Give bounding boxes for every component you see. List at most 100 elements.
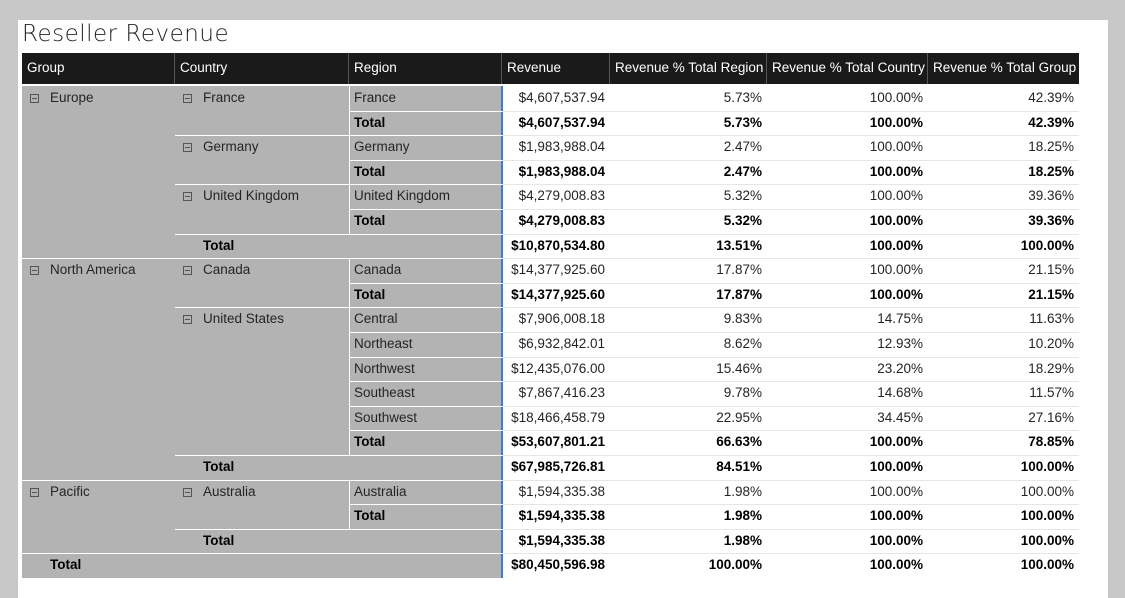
cell-separator bbox=[349, 332, 350, 357]
collapse-button[interactable] bbox=[183, 315, 192, 325]
collapse-button[interactable] bbox=[30, 487, 39, 497]
matrix-visual: Reseller Revenue Group Country Region Reven… bbox=[18, 20, 1108, 598]
row-header-cell: Australia bbox=[354, 483, 407, 499]
row-header-cell: United States bbox=[203, 311, 285, 327]
value-cell: 9.78% bbox=[723, 385, 762, 401]
value-cell: 22.95% bbox=[716, 409, 762, 425]
cell-separator bbox=[349, 381, 350, 406]
row-separator bbox=[349, 332, 502, 333]
cell-separator bbox=[349, 307, 350, 332]
row-header-cell: United Kingdom bbox=[203, 188, 300, 204]
value-cell: 21.15% bbox=[1028, 286, 1074, 302]
row-separator bbox=[502, 282, 1079, 284]
collapse-button[interactable] bbox=[183, 143, 192, 153]
row-separator bbox=[22, 258, 502, 260]
row-header-cell: Germany bbox=[203, 139, 259, 155]
row-separator bbox=[502, 159, 1079, 161]
value-cell: $53,607,801.21 bbox=[511, 434, 605, 450]
value-cell: 5.73% bbox=[723, 90, 762, 105]
row-header-cell: Southwest bbox=[354, 409, 418, 425]
row-separator bbox=[502, 455, 1079, 456]
value-cell: 14.68% bbox=[877, 385, 923, 401]
value-cell: $1,594,335.38 bbox=[518, 532, 605, 548]
value-cell: 100.00% bbox=[1020, 557, 1074, 573]
value-cell: $7,906,008.18 bbox=[518, 311, 605, 327]
row-header-cell: France bbox=[354, 90, 397, 105]
value-cell: $10,870,534.80 bbox=[511, 237, 605, 253]
value-cell: 34.45% bbox=[877, 409, 923, 425]
value-cell: 2.47% bbox=[723, 139, 762, 155]
row-separator bbox=[22, 553, 502, 555]
value-cell: 12.93% bbox=[877, 336, 923, 351]
row-separator bbox=[502, 110, 1079, 112]
row-separator bbox=[502, 307, 1079, 309]
value-cell: $12,435,076.00 bbox=[511, 360, 605, 376]
value-cell: 100.00% bbox=[869, 434, 923, 450]
row-separator bbox=[502, 184, 1079, 186]
row-separator bbox=[349, 381, 502, 383]
row-header-cell: United Kingdom bbox=[354, 188, 451, 204]
row-header-cell: France bbox=[203, 90, 246, 105]
row-separator bbox=[502, 553, 1079, 555]
value-cell: 39.36% bbox=[1028, 213, 1074, 228]
collapse-button[interactable] bbox=[183, 266, 192, 276]
value-cell: 100.00% bbox=[1020, 483, 1074, 499]
row-separator bbox=[349, 110, 502, 112]
row-header-cell: Total bbox=[354, 434, 386, 450]
cell-separator bbox=[349, 430, 350, 455]
value-cell: $4,607,537.94 bbox=[518, 114, 605, 130]
value-cell: $6,932,842.01 bbox=[518, 336, 605, 351]
value-cell: $4,279,008.83 bbox=[518, 213, 605, 228]
value-cell: 100.00% bbox=[869, 557, 923, 573]
value-cell: 100.00% bbox=[1020, 508, 1074, 524]
row-header-cell: Canada bbox=[354, 262, 402, 278]
cell-separator bbox=[349, 282, 350, 308]
row-separator bbox=[349, 356, 502, 358]
value-cell: 2.47% bbox=[723, 163, 762, 179]
row-separator bbox=[349, 209, 502, 210]
cell-separator bbox=[349, 258, 350, 283]
column-header: Revenue % Total Country bbox=[767, 53, 928, 84]
row-separator bbox=[502, 479, 1079, 481]
row-header-cell: Total bbox=[354, 114, 386, 130]
row-header-cell: Central bbox=[354, 311, 398, 327]
row-header-cell: Europe bbox=[50, 90, 94, 105]
row-header-cell: Canada bbox=[203, 262, 251, 278]
value-cell: 5.32% bbox=[723, 188, 762, 204]
value-cell: 100.00% bbox=[869, 139, 923, 155]
column-header: Region bbox=[349, 53, 502, 84]
row-separator bbox=[175, 528, 502, 530]
collapse-button[interactable] bbox=[183, 192, 192, 202]
value-cell: 15.46% bbox=[716, 360, 762, 376]
value-cell: 100.00% bbox=[708, 557, 762, 573]
collapse-button[interactable] bbox=[183, 487, 192, 497]
value-cell: 100.00% bbox=[1020, 459, 1074, 474]
row-header-cell: North America bbox=[50, 262, 136, 278]
row-separator bbox=[502, 332, 1079, 333]
value-cell: 100.00% bbox=[869, 237, 923, 253]
value-cell: 1.98% bbox=[723, 508, 762, 524]
value-cell: $4,279,008.83 bbox=[518, 188, 605, 204]
collapse-button[interactable] bbox=[30, 94, 39, 103]
value-cell: 100.00% bbox=[869, 483, 923, 499]
collapse-button[interactable] bbox=[30, 266, 39, 276]
value-cell: 100.00% bbox=[1020, 532, 1074, 548]
row-separator bbox=[502, 356, 1079, 358]
value-cell: 100.00% bbox=[869, 90, 923, 105]
row-header-cell: Total bbox=[50, 557, 82, 573]
row-separator bbox=[502, 233, 1079, 235]
collapse-button[interactable] bbox=[183, 94, 192, 103]
value-cell: $18,466,458.79 bbox=[511, 409, 605, 425]
value-cell: 39.36% bbox=[1028, 188, 1074, 204]
cell-separator bbox=[349, 504, 350, 529]
row-separator bbox=[349, 405, 502, 407]
row-separator bbox=[502, 209, 1079, 210]
value-cell: 100.00% bbox=[869, 532, 923, 548]
value-cell: 18.25% bbox=[1028, 139, 1074, 155]
value-cell: 100.00% bbox=[869, 213, 923, 228]
row-separator bbox=[175, 135, 502, 137]
value-cell: $14,377,925.60 bbox=[511, 262, 605, 278]
value-cell: 100.00% bbox=[869, 188, 923, 204]
value-cell: $14,377,925.60 bbox=[511, 286, 605, 302]
